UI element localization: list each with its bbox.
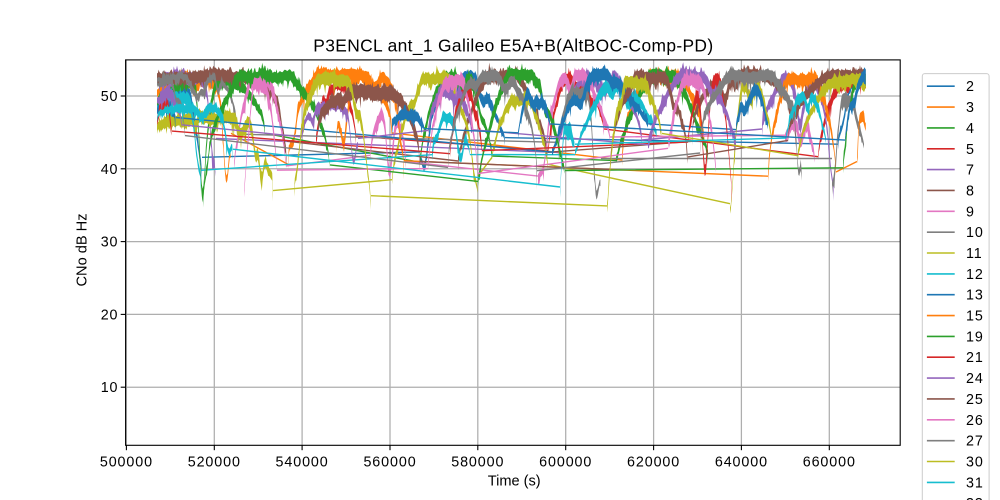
svg-text:640000: 640000	[715, 455, 768, 471]
svg-text:540000: 540000	[276, 455, 329, 471]
svg-text:9: 9	[966, 204, 975, 220]
svg-text:580000: 580000	[451, 455, 504, 471]
svg-text:40: 40	[101, 162, 119, 178]
svg-text:15: 15	[966, 309, 984, 325]
svg-text:4: 4	[966, 121, 975, 137]
svg-text:620000: 620000	[627, 455, 680, 471]
svg-text:26: 26	[966, 413, 984, 429]
svg-text:33: 33	[966, 496, 984, 500]
svg-text:2: 2	[966, 79, 975, 95]
svg-text:12: 12	[966, 267, 984, 283]
svg-text:Time (s): Time (s)	[488, 473, 541, 489]
svg-text:10: 10	[101, 380, 119, 396]
svg-text:660000: 660000	[803, 455, 856, 471]
svg-text:30: 30	[966, 455, 984, 471]
svg-text:24: 24	[966, 371, 984, 387]
svg-text:5: 5	[966, 142, 975, 158]
svg-text:560000: 560000	[363, 455, 416, 471]
svg-text:21: 21	[966, 350, 984, 366]
svg-text:600000: 600000	[539, 455, 592, 471]
svg-text:50: 50	[101, 89, 119, 105]
svg-text:P3ENCL ant_1 Galileo E5A+B(Alt: P3ENCL ant_1 Galileo E5A+B(AltBOC-Comp-P…	[313, 36, 713, 56]
svg-text:CNo dB Hz: CNo dB Hz	[75, 214, 91, 287]
svg-text:7: 7	[966, 163, 975, 179]
svg-text:3: 3	[966, 100, 975, 116]
svg-text:11: 11	[966, 246, 983, 262]
svg-text:20: 20	[101, 307, 119, 323]
svg-text:520000: 520000	[188, 455, 241, 471]
svg-text:13: 13	[966, 288, 984, 304]
svg-text:25: 25	[966, 392, 984, 408]
svg-text:19: 19	[966, 329, 984, 345]
svg-text:27: 27	[966, 434, 984, 450]
svg-text:30: 30	[101, 235, 119, 251]
svg-text:500000: 500000	[100, 455, 153, 471]
svg-text:10: 10	[966, 225, 984, 241]
svg-text:8: 8	[966, 183, 975, 199]
svg-text:31: 31	[966, 475, 984, 491]
